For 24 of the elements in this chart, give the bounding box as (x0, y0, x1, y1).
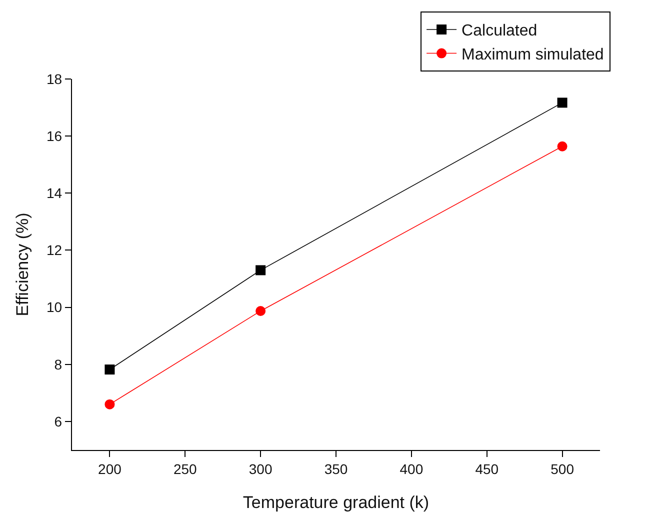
y-tick-label: 6 (54, 413, 62, 430)
point (256, 306, 266, 316)
legend-label: Maximum simulated (462, 46, 604, 64)
point (104, 364, 115, 375)
y-tick-label: 12 (46, 242, 62, 258)
x-axis-title: Temperature gradient (k) (242, 493, 430, 512)
y-tick-label: 16 (46, 128, 62, 144)
x-tick-label: 450 (475, 460, 499, 477)
legend-label: Calculated (462, 22, 538, 40)
y-tick-label: 10 (46, 299, 62, 316)
y-tick-label: 8 (54, 356, 62, 372)
point (256, 265, 266, 276)
x-tick-label: 350 (324, 460, 348, 477)
y-tick-label: 14 (46, 185, 62, 202)
point (104, 399, 115, 410)
x-tick-label: 500 (550, 460, 574, 477)
x-tick-label: 250 (173, 460, 198, 477)
y-axis-title: Efficiency (%) (12, 212, 32, 316)
x-tick-label: 400 (400, 460, 424, 477)
x-tick-label: 300 (248, 460, 272, 477)
x-tick-label: 200 (98, 460, 122, 477)
y-tick-label: 18 (46, 70, 62, 87)
point (557, 98, 568, 108)
point (557, 141, 568, 152)
